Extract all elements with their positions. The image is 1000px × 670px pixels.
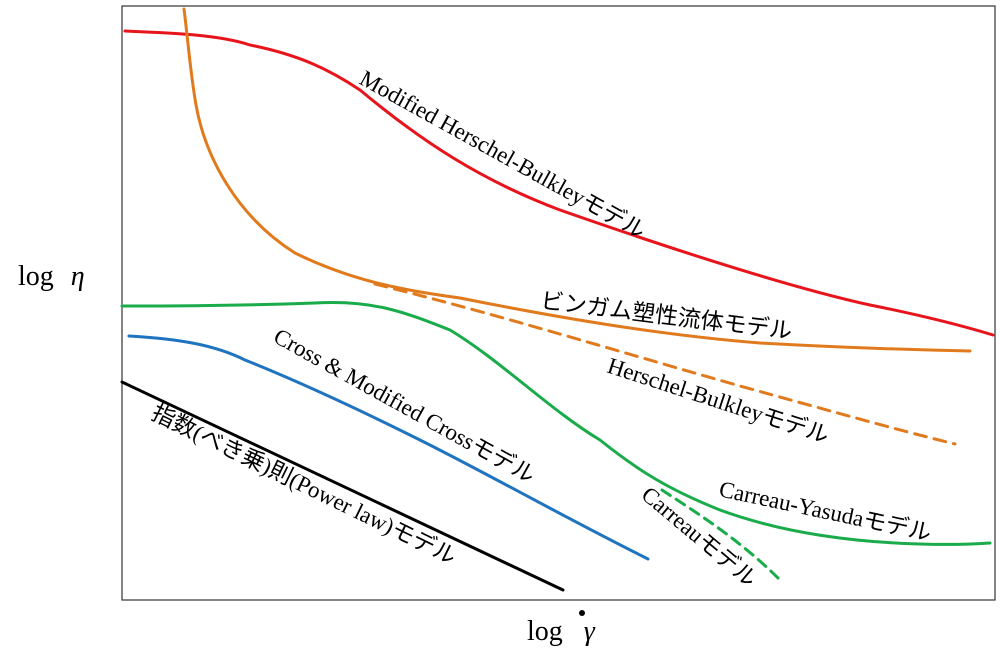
- curve-power-law: [122, 382, 563, 590]
- x-axis-label-symbol: γ: [584, 616, 596, 647]
- label-cross-modified-cross: Cross & Modified Crossモデル: [270, 324, 540, 489]
- x-axis-label-dot: [579, 610, 585, 616]
- y-axis-label: log η: [18, 261, 85, 292]
- y-axis-label-prefix: log: [18, 261, 54, 292]
- x-axis-label-prefix: log: [527, 616, 563, 647]
- label-power-law: 指数(べき乗)則(Power law)モデル: [148, 400, 460, 569]
- label-bingham-plastic: ビンガム塑性流体モデル: [539, 288, 793, 344]
- x-axis-label: log γ: [527, 616, 596, 647]
- label-herschel-bulkley: Herschel-Bulkleyモデル: [604, 353, 832, 448]
- label-modified-herschel-bulkley: Modified Herschel-Bulkleyモデル: [356, 66, 650, 244]
- y-axis-label-symbol: η: [71, 261, 85, 292]
